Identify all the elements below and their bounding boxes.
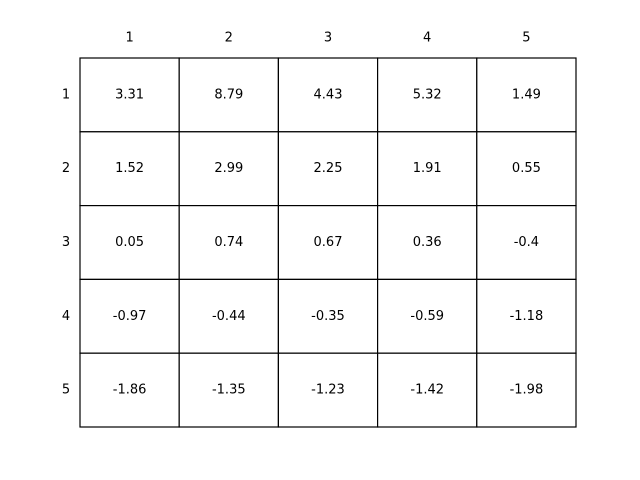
cell <box>476 205 577 281</box>
cell-value: -1.42 <box>410 383 444 398</box>
cell-value: 8.79 <box>214 87 243 102</box>
cell <box>377 57 478 133</box>
cell-value: -1.98 <box>510 383 544 398</box>
cell <box>377 278 478 354</box>
cell <box>178 352 279 428</box>
row-header: 5 <box>62 383 70 398</box>
row-header: 3 <box>62 235 70 250</box>
cell-value: -0.35 <box>311 309 345 324</box>
cell <box>79 57 180 133</box>
cell-value: -0.97 <box>113 309 147 324</box>
row-header: 2 <box>62 161 70 176</box>
cell-value: 1.49 <box>512 87 541 102</box>
cell-value: -0.4 <box>514 235 539 250</box>
column-header: 1 <box>125 31 133 46</box>
cell-value: -0.44 <box>212 309 246 324</box>
cell-value: 5.32 <box>413 87 442 102</box>
row-header: 4 <box>62 309 70 324</box>
cell <box>277 278 379 354</box>
column-header: 5 <box>522 31 530 46</box>
cell-value: -1.35 <box>212 383 246 398</box>
row-header: 1 <box>62 87 70 102</box>
cell-value: 0.05 <box>115 235 144 250</box>
cell <box>79 278 180 354</box>
cell <box>79 131 180 207</box>
cell-value: 0.74 <box>214 235 243 250</box>
cell-value: -1.18 <box>510 309 544 324</box>
column-header: 2 <box>225 31 233 46</box>
cell <box>178 205 279 281</box>
cell <box>377 205 478 281</box>
cell-value: 1.52 <box>115 161 144 176</box>
cell <box>476 131 577 207</box>
cell-value: 1.91 <box>413 161 442 176</box>
cell-value: -1.86 <box>113 383 147 398</box>
cell <box>178 57 279 133</box>
cell-value: -1.23 <box>311 383 345 398</box>
cell-value: 0.55 <box>512 161 541 176</box>
column-header: 3 <box>324 31 332 46</box>
cell-value: 2.99 <box>214 161 243 176</box>
cell-value: 4.43 <box>314 87 343 102</box>
column-header: 4 <box>423 31 431 46</box>
cell-value: 0.67 <box>314 235 343 250</box>
cell-value: 3.31 <box>115 87 144 102</box>
cell-value: -0.59 <box>410 309 444 324</box>
cell <box>277 131 379 207</box>
cell <box>277 352 379 428</box>
cell <box>178 278 279 354</box>
cell-value: 2.25 <box>314 161 343 176</box>
cell <box>277 57 379 133</box>
cell <box>476 352 577 428</box>
cell <box>79 352 180 428</box>
cell <box>476 278 577 354</box>
cell-value: 0.36 <box>413 235 442 250</box>
